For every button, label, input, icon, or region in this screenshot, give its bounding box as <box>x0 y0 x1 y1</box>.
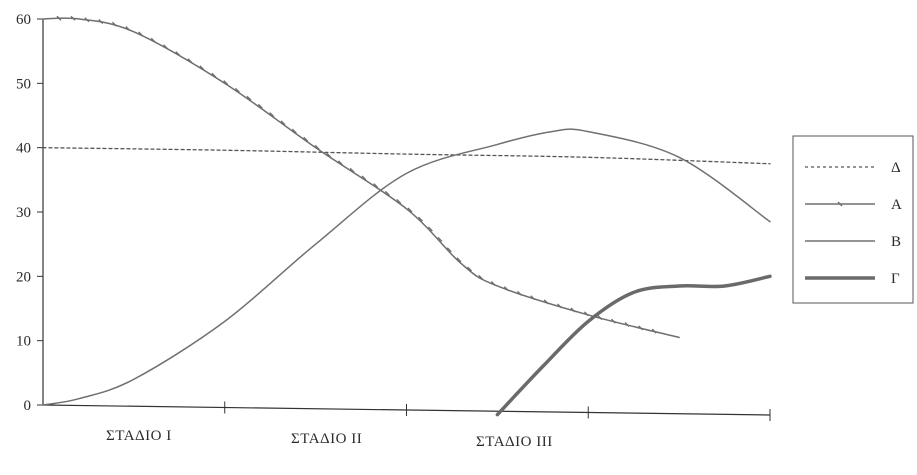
series-marker <box>583 311 589 317</box>
series-marker <box>163 44 169 50</box>
series-marker <box>246 95 252 101</box>
y-tick-label: 0 <box>24 398 32 414</box>
series-line <box>495 274 772 417</box>
series-3 <box>495 274 772 417</box>
series-marker <box>138 31 144 37</box>
y-axis-labels: 0 10 20 30 40 50 60 <box>16 12 31 414</box>
series-marker <box>361 175 367 181</box>
series-2 <box>42 128 771 406</box>
series-line <box>42 128 771 406</box>
series-marker <box>517 290 522 296</box>
series-marker <box>396 198 402 204</box>
series-marker <box>597 315 603 321</box>
series-marker <box>437 236 443 242</box>
legend-label: B <box>891 234 901 250</box>
series-1 <box>42 15 680 339</box>
series-marker <box>326 152 332 158</box>
series-marker <box>84 17 90 23</box>
series-marker <box>624 322 630 328</box>
series-marker <box>223 80 229 86</box>
series-marker <box>456 257 462 263</box>
series-marker <box>467 266 473 272</box>
series-marker <box>384 190 390 196</box>
series-marker <box>427 226 433 232</box>
series-marker <box>373 183 379 189</box>
series-marker <box>478 274 484 280</box>
series-marker <box>314 144 320 150</box>
x-category-label: ΣΤΑΔΙΟ Ι <box>106 428 172 444</box>
y-tick-label: 40 <box>16 141 31 157</box>
y-tick-label: 30 <box>16 205 31 221</box>
series-line <box>42 17 680 339</box>
series-marker <box>543 299 549 305</box>
y-tick-label: 20 <box>16 269 31 285</box>
legend-label: A <box>891 197 902 213</box>
axes <box>37 18 771 421</box>
series-marker <box>291 128 297 134</box>
series-marker <box>503 286 509 292</box>
series-marker <box>490 280 496 286</box>
legend-label: Δ <box>891 160 901 176</box>
series-marker <box>125 26 131 32</box>
y-tick-label: 60 <box>16 12 31 28</box>
series-marker <box>56 15 62 21</box>
x-category-label: ΣΤΑΔΙΟ ΙΙΙ <box>476 434 553 450</box>
series-marker <box>70 15 76 21</box>
series-marker <box>557 303 563 309</box>
series-marker <box>349 167 355 173</box>
series-marker <box>175 51 181 57</box>
series-marker <box>150 37 156 43</box>
x-axis-labels: ΣΤΑΔΙΟ Ι ΣΤΑΔΙΟ ΙΙ ΣΤΑΔΙΟ ΙΙΙ <box>106 428 553 450</box>
x-category-label: ΣΤΑΔΙΟ ΙΙ <box>291 431 362 447</box>
legend-label: Γ <box>891 271 900 287</box>
series-marker <box>638 325 644 331</box>
series-marker <box>651 328 657 334</box>
series-line <box>42 147 771 165</box>
series-marker <box>417 216 423 222</box>
series-marker <box>446 247 452 253</box>
series-marker <box>234 87 240 93</box>
series-marker <box>269 112 275 118</box>
series-marker <box>530 295 536 301</box>
series-marker <box>407 207 413 213</box>
series-marker <box>211 72 217 78</box>
series-marker <box>303 136 309 142</box>
legend-box <box>792 135 914 304</box>
series-marker <box>280 120 286 126</box>
series-marker <box>199 65 205 71</box>
series-marker <box>337 160 343 166</box>
series-marker <box>257 103 263 109</box>
y-tick-label: 10 <box>16 334 31 350</box>
series-0 <box>42 147 771 165</box>
y-tick-label: 50 <box>16 76 31 92</box>
legend-swatch-marker <box>837 201 843 207</box>
legend: Δ A B Γ <box>792 135 914 304</box>
series-layer <box>42 15 772 417</box>
series-marker <box>111 21 117 27</box>
series-marker <box>610 318 616 324</box>
series-marker <box>98 18 104 24</box>
series-marker <box>187 58 193 64</box>
series-marker <box>570 307 576 313</box>
